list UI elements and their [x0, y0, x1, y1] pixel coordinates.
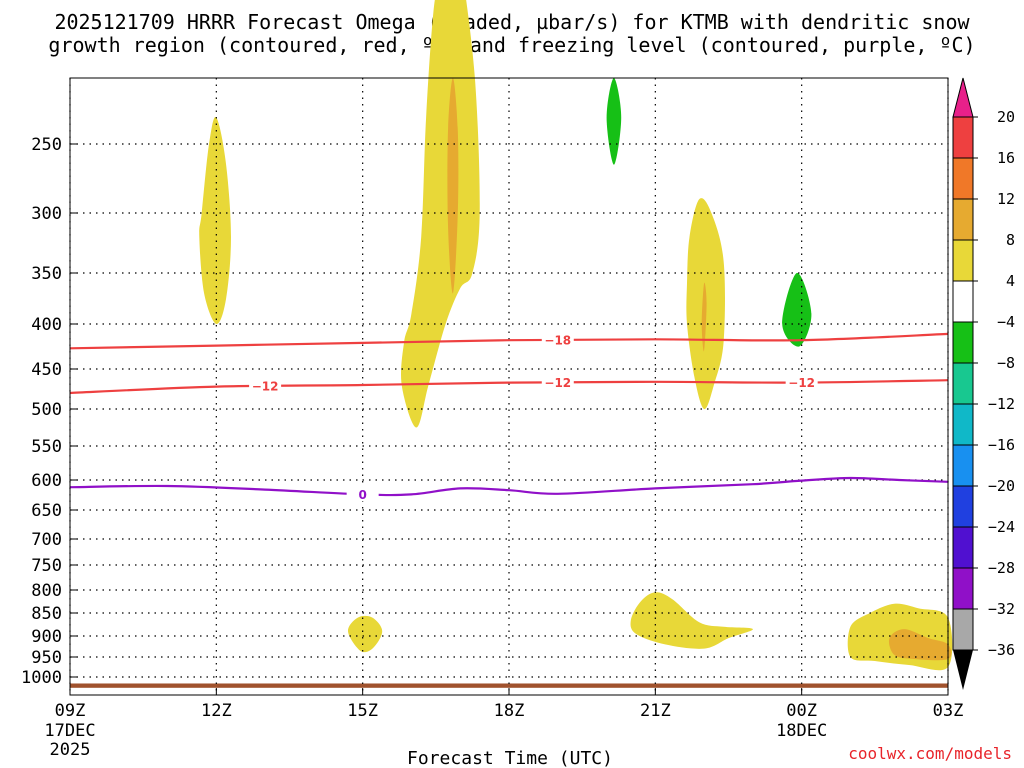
credit-text: coolwx.com/models [848, 744, 1012, 763]
dgz-minus12-label-bg-1 [541, 375, 574, 390]
x-tick-label-15Z: 15Z [347, 701, 378, 721]
y-tick-label-450: 450 [31, 360, 62, 380]
colorbar-label-9: −20 [988, 477, 1015, 495]
colorbar-label-6: −8 [997, 354, 1015, 372]
omega-rise-2130z-core [701, 282, 707, 352]
x-tick-label-21Z: 21Z [640, 701, 671, 721]
omega-rise-17z-core [447, 78, 459, 294]
omega-sink-20z [606, 78, 622, 165]
colorbar-swatch-0 [952, 116, 974, 159]
omega-rise-02z-core [888, 629, 952, 661]
chart-title-line2: growth region (contoured, red, ºC) and f… [48, 33, 975, 57]
omega-rise-17z [401, 0, 480, 428]
x-tick-date-00Z: 18DEC [776, 721, 827, 741]
omega-rise-21z-low [630, 592, 753, 649]
y-tick-label-750: 750 [31, 556, 62, 576]
colorbar-label-3: 8 [1006, 231, 1015, 249]
colorbar-swatch-4 [952, 280, 974, 323]
x-tick-year-09Z: 2025 [50, 740, 91, 760]
x-tick-label-09Z: 09Z [55, 701, 86, 721]
omega-rise-15z-low [347, 615, 383, 653]
dgz-minus12-label-2: −12 [788, 376, 815, 390]
colorbar-swatch-2 [952, 198, 974, 241]
colorbar-swatch-7 [952, 403, 974, 446]
y-tick-label-500: 500 [31, 400, 62, 420]
omega-shading-layer [199, 0, 953, 671]
y-tick-label-250: 250 [31, 135, 62, 155]
x-tick-label-18Z: 18Z [494, 701, 525, 721]
colorbar-label-10: −24 [988, 518, 1015, 536]
colorbar-label-11: −28 [988, 559, 1015, 577]
y-tick-label-400: 400 [31, 315, 62, 335]
colorbar-label-7: −12 [988, 395, 1015, 413]
colorbar-label-5: −4 [997, 313, 1015, 331]
freezing-level-0-label-bg-0 [346, 487, 379, 502]
colorbar-swatch-11 [952, 567, 974, 610]
colorbar-label-13: −36 [988, 641, 1015, 659]
dgz-minus18-label-0: −18 [544, 333, 571, 347]
colorbar: 20 16 12 8 4 −4 −8 −12 −16 −20 −24 −28 −32 −36 [952, 77, 1015, 690]
y-tick-label-800: 800 [31, 581, 62, 601]
colorbar-label-12: −32 [988, 600, 1015, 618]
colorbar-label-2: 12 [997, 190, 1015, 208]
x-tick-date-09Z: 17DEC [44, 721, 95, 741]
x-tick-label-03Z: 03Z [933, 701, 964, 721]
dgz-minus18-line [69, 332, 949, 350]
dgz-minus18-label-bg-0 [541, 332, 574, 347]
colorbar-top-triangle [952, 77, 974, 118]
dgz-minus12-label-0: −12 [252, 380, 279, 394]
freezing-level-0-label-0: 0 [358, 488, 366, 502]
y-tick-label-350: 350 [31, 264, 62, 284]
x-axis-label: Forecast Time (UTC) [407, 748, 613, 768]
y-tick-label-850: 850 [31, 604, 62, 624]
colorbar-label-4: 4 [1006, 272, 1015, 290]
dgz-minus12-label-bg-2 [785, 375, 818, 390]
x-tick-label-12Z: 12Z [201, 701, 232, 721]
contour-layer: −18 −12 −12 −12 0 [69, 332, 949, 502]
y-tick-label-550: 550 [31, 437, 62, 457]
terrain-surface [70, 683, 948, 688]
y-tick-label-700: 700 [31, 530, 62, 550]
colorbar-swatch-9 [952, 485, 974, 528]
y-tick-label-300: 300 [31, 204, 62, 224]
y-tick-label-1000: 1000 [21, 668, 62, 688]
dgz-minus12-label-1: −12 [544, 376, 571, 390]
y-tick-label-950: 950 [31, 648, 62, 668]
colorbar-swatch-10 [952, 526, 974, 569]
omega-sink-00z [782, 272, 812, 347]
chart-title-line1: 2025121709 HRRR Forecast Omega (shaded, … [54, 10, 970, 34]
colorbar-bottom-triangle [953, 650, 973, 690]
colorbar-swatch-8 [952, 444, 974, 487]
freezing-level-0-line [69, 476, 949, 497]
dgz-minus12-label-bg-0 [249, 379, 282, 394]
colorbar-swatch-3 [952, 239, 974, 282]
omega-rise-12z [199, 117, 231, 325]
colorbar-swatch-12 [952, 608, 974, 651]
colorbar-swatch-1 [952, 157, 974, 200]
colorbar-label-0: 20 [997, 108, 1015, 126]
colorbar-swatch-5 [952, 321, 974, 364]
y-tick-label-600: 600 [31, 471, 62, 491]
colorbar-swatch-6 [952, 362, 974, 405]
y-tick-label-900: 900 [31, 627, 62, 647]
y-axis: 250 300 350 400 450 500 550 600 650 700 750 800 850 9… [21, 135, 77, 688]
colorbar-label-8: −16 [988, 436, 1015, 454]
y-tick-label-650: 650 [31, 501, 62, 521]
terrain-layer [70, 683, 948, 688]
colorbar-label-1: 16 [997, 149, 1015, 167]
x-tick-label-00Z: 00Z [786, 701, 817, 721]
